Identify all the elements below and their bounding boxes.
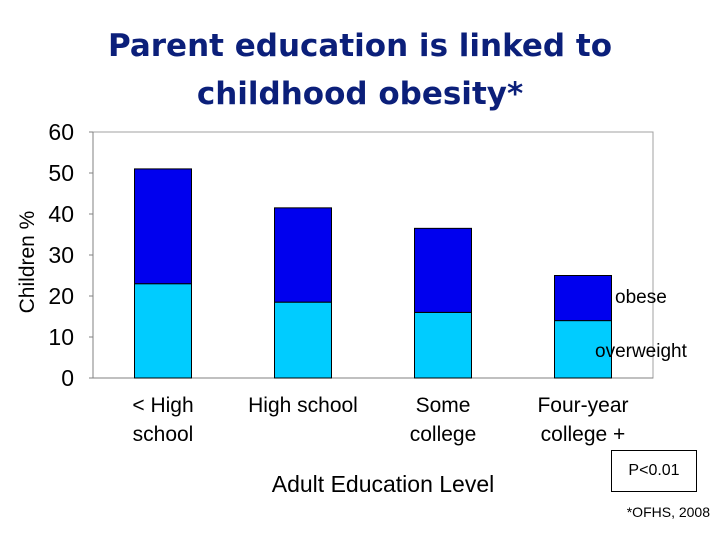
x-tick-label: college xyxy=(410,423,477,446)
y-tick-labels: 0 10 20 30 40 50 60 xyxy=(48,119,93,391)
chart-title-line-2: childhood obesity* xyxy=(196,76,524,112)
y-tick-label: 10 xyxy=(48,324,74,350)
x-axis-label: Adult Education Level xyxy=(272,471,495,497)
y-tick-label: 40 xyxy=(48,201,74,227)
x-tick-label: < High xyxy=(132,394,193,417)
x-tick-label: college + xyxy=(541,423,626,446)
p-value-box: P<0.01 xyxy=(611,450,697,492)
x-tick-label: High school xyxy=(248,394,358,417)
chart-title: Parent education is linked to childhood … xyxy=(60,22,660,118)
bar-obese xyxy=(414,227,472,313)
bar-overweight xyxy=(134,283,192,379)
bar-overweight xyxy=(274,301,332,379)
bars xyxy=(134,168,612,379)
y-tick-label: 60 xyxy=(48,119,74,145)
source-note: *OFHS, 2008 xyxy=(626,504,710,520)
chart-title-line-1: Parent education is linked to xyxy=(107,28,613,64)
x-tick-labels: < High school High school Some college Four-y… xyxy=(132,394,628,446)
x-tick-label: Four-year xyxy=(537,394,628,417)
x-tick-label: Some xyxy=(416,394,471,417)
y-tick-label: 30 xyxy=(48,242,74,268)
legend-overweight: overweight xyxy=(595,341,688,362)
y-tick-label: 0 xyxy=(61,365,74,391)
y-tick-label: 20 xyxy=(48,283,74,309)
y-axis-label: Children % xyxy=(16,211,39,314)
y-tick-label: 50 xyxy=(48,160,74,186)
bar-overweight xyxy=(414,311,472,379)
x-tick-label: school xyxy=(133,423,194,446)
bar-obese xyxy=(274,207,332,303)
bar-obese xyxy=(554,275,612,322)
bar-overweight xyxy=(554,320,612,379)
bar-obese xyxy=(134,168,192,285)
legend-obese: obese xyxy=(615,287,667,308)
